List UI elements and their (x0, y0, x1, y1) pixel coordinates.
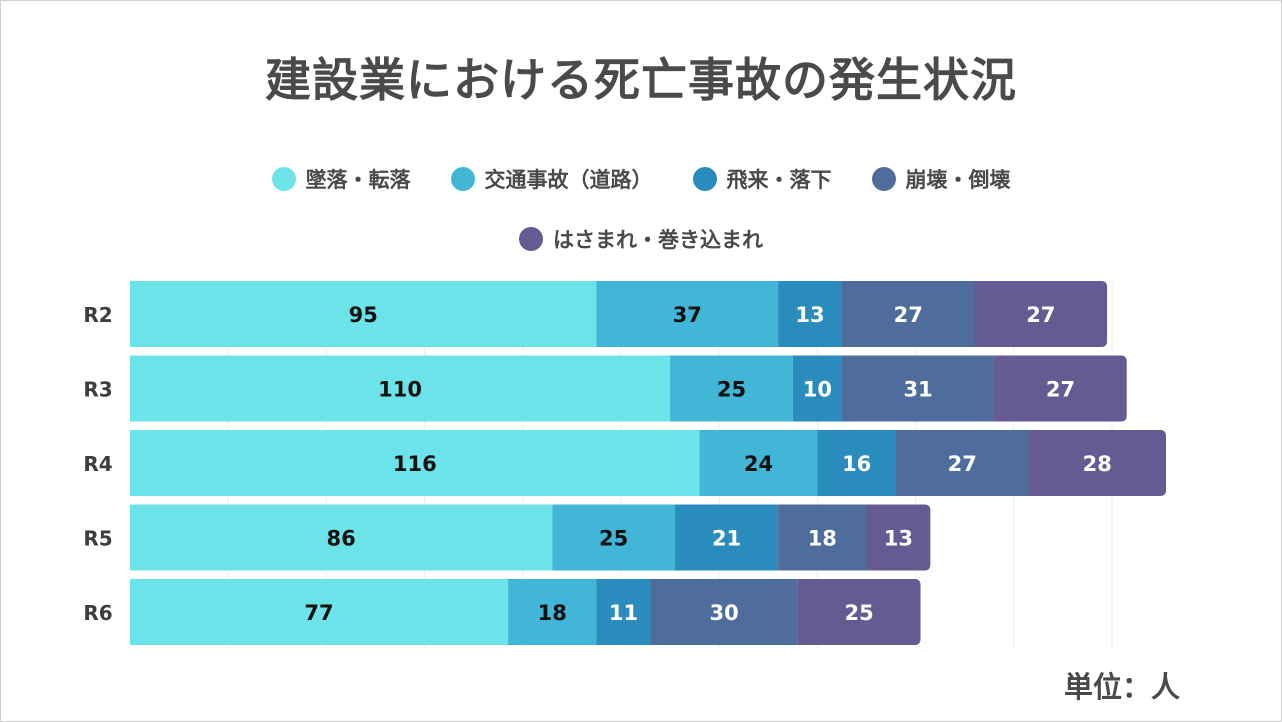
data-label: 110 (378, 378, 422, 402)
data-label: 27 (894, 303, 923, 327)
category-label: R3 (83, 378, 112, 402)
data-label: 77 (304, 601, 333, 625)
legend-label: 崩壊・倒壊 (905, 168, 1011, 192)
bar-segment (797, 579, 921, 645)
legend-label: 墜落・転落 (305, 168, 411, 192)
category-label: R4 (83, 452, 112, 476)
bar-segment (675, 504, 779, 571)
bar-segment (778, 504, 867, 571)
bar-segment (596, 579, 651, 645)
legend-item: はさまれ・巻き込まれ (519, 224, 763, 254)
data-label: 21 (712, 527, 741, 551)
data-label: 11 (609, 601, 638, 625)
legend-item: 崩壊・倒壊 (871, 164, 1011, 194)
bar-segment (552, 504, 676, 571)
bar-segment (699, 430, 818, 496)
data-label: 86 (327, 527, 356, 551)
data-label: 10 (803, 378, 832, 402)
legend-item: 飛来・落下 (692, 164, 832, 194)
bar-segment-fill (974, 281, 985, 347)
data-label: 25 (717, 378, 746, 402)
bar-segment (841, 281, 975, 347)
bar-segment (596, 281, 779, 347)
bar-segment (130, 281, 597, 347)
bar-segment (792, 355, 842, 422)
bar-segment (994, 355, 1127, 422)
legend-label: 飛来・落下 (726, 168, 832, 192)
legend-label: はさまれ・巻き込まれ (553, 228, 763, 252)
legend-label: 交通事故（道路） (484, 168, 653, 192)
data-label: 18 (808, 527, 837, 551)
bar-segment (1028, 430, 1167, 496)
bar-segment (974, 281, 1108, 347)
data-label: 16 (842, 452, 871, 476)
bar-segment-fill (1028, 430, 1039, 496)
data-label: 27 (1026, 303, 1055, 327)
bar-segment (130, 579, 509, 645)
bar-segment (895, 430, 1029, 496)
bar-segment (817, 430, 896, 496)
data-label: 28 (1083, 452, 1112, 476)
bar-segment-fill (994, 355, 1005, 422)
bar-segment (670, 355, 793, 422)
legend-swatch (871, 167, 896, 191)
data-label: 27 (948, 452, 977, 476)
legend-row-2: はさまれ・巻き込まれ (0, 224, 1282, 254)
legend-swatch (271, 167, 296, 191)
data-label: 31 (903, 378, 932, 402)
bar-segment (866, 504, 931, 571)
data-label: 18 (538, 601, 567, 625)
bar-segment-fill (797, 579, 808, 645)
legend-swatch (450, 167, 475, 191)
bar-segment (130, 504, 553, 571)
data-label: 37 (673, 303, 702, 327)
unit-label: 単位：人 (1063, 670, 1180, 704)
data-label: 25 (845, 601, 874, 625)
data-label: 116 (393, 452, 437, 476)
data-label: 30 (709, 601, 738, 625)
legend-row-1: 墜落・転落 交通事故（道路） 飛来・落下 崩壊・倒壊 (0, 164, 1282, 194)
data-label: 25 (599, 527, 628, 551)
data-label: 27 (1046, 378, 1075, 402)
legend-swatch (519, 227, 543, 251)
bar-segment (650, 579, 798, 645)
legend-item: 墜落・転落 (271, 164, 411, 194)
bar-segment (130, 430, 700, 496)
data-label: 13 (795, 303, 824, 327)
bar-segment-fill (866, 504, 877, 571)
category-label: R5 (83, 527, 112, 551)
category-label: R2 (83, 303, 112, 327)
bar-segment (778, 281, 842, 347)
chart-title: 建設業における死亡事故の発生状況 (265, 53, 1017, 107)
category-label: R6 (83, 601, 112, 625)
data-label: 13 (884, 527, 913, 551)
legend-item: 交通事故（道路） (450, 164, 653, 194)
bar-segment (841, 355, 995, 422)
data-label: 95 (349, 303, 378, 327)
legend-swatch (692, 167, 717, 191)
bar-segment (130, 355, 671, 422)
data-label: 24 (744, 452, 773, 476)
bar-segment (508, 579, 597, 645)
